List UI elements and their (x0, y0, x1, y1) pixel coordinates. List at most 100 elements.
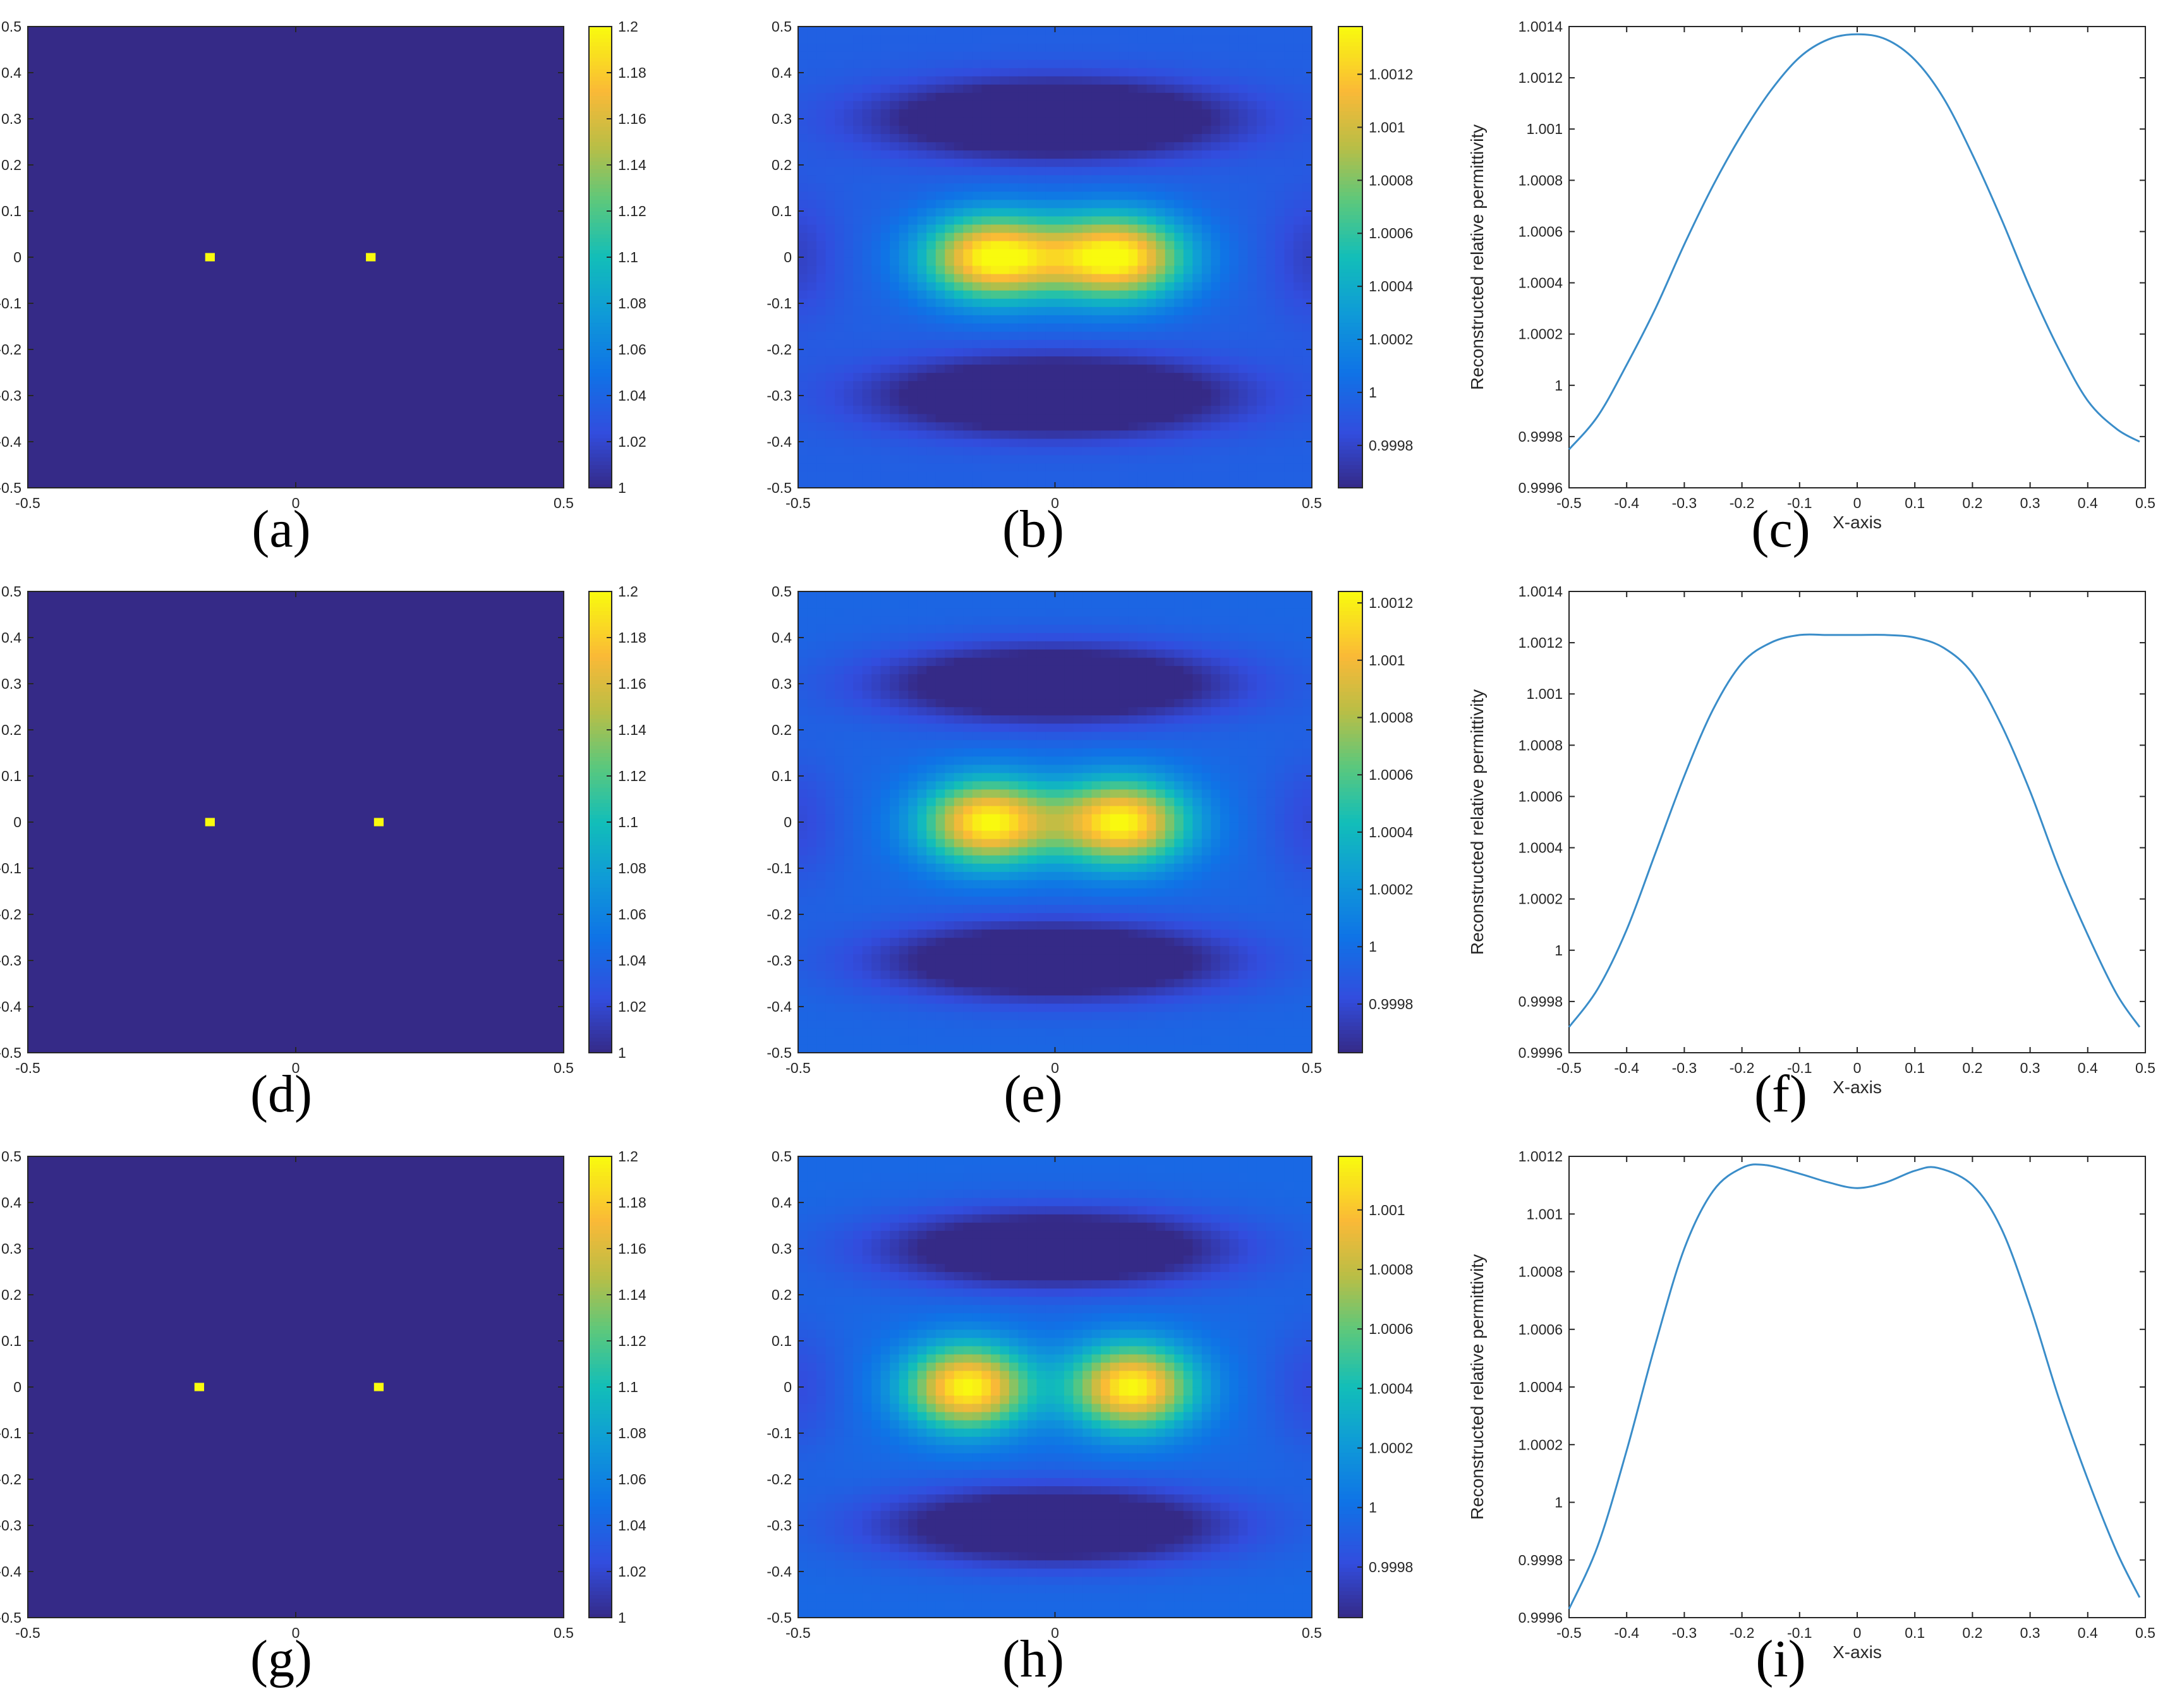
heatmap-cell (1064, 454, 1074, 464)
colorbar-swatch (589, 876, 612, 880)
heatmap-cell (990, 1011, 1000, 1021)
heatmap-cell (1284, 27, 1294, 35)
heatmap-cell (1302, 430, 1312, 439)
heatmap-cell (972, 995, 982, 1004)
heatmap-cell (880, 813, 890, 823)
heatmap-cell (954, 731, 964, 741)
heatmap-cell (981, 1044, 991, 1053)
heatmap-cell (1045, 290, 1056, 299)
heatmap-cell (1256, 290, 1267, 299)
colorbar-swatch (589, 849, 612, 854)
heatmap-cell (816, 962, 827, 971)
heatmap-cell (798, 306, 808, 315)
colorbar-swatch (1338, 73, 1362, 77)
heatmap-cell (981, 954, 991, 963)
heatmap-cell (1192, 298, 1203, 307)
heatmap-cell (816, 822, 827, 831)
heatmap-cell (1266, 27, 1276, 35)
heatmap-cell (981, 789, 991, 798)
heatmap-cell (1009, 35, 1019, 44)
heatmap-cell (1036, 76, 1046, 85)
heatmap-cell (1238, 380, 1248, 390)
heatmap-cell (908, 109, 918, 118)
heatmap-cell (963, 397, 973, 406)
heatmap-cell (1165, 215, 1175, 225)
heatmap-cell (1275, 405, 1285, 415)
heatmap-cell (1045, 397, 1056, 406)
colorbar-swatch (589, 42, 612, 47)
heatmap-cell (1018, 397, 1028, 406)
heatmap-cell (981, 356, 991, 365)
heatmap-cell (1247, 454, 1258, 464)
heatmap-cell (816, 813, 827, 823)
heatmap-cell (926, 863, 936, 872)
heatmap-cell (990, 454, 1000, 464)
heatmap-cell (1247, 207, 1258, 217)
heatmap-cell (844, 471, 854, 480)
heatmap-cell (890, 723, 900, 732)
heatmap-cell (981, 937, 991, 947)
heatmap-cell (807, 339, 817, 348)
heatmap-cell (899, 43, 909, 52)
heatmap-cell (816, 772, 827, 782)
heatmap-cell (1000, 479, 1010, 488)
heatmap-cell (853, 479, 863, 488)
heatmap-cell (1119, 43, 1129, 52)
heatmap-cell (899, 257, 909, 266)
heatmap-cell (862, 282, 872, 291)
heatmap-cell (853, 756, 863, 765)
heatmap-cell (1174, 290, 1184, 299)
heatmap-cell (954, 880, 964, 888)
heatmap-cell (844, 274, 854, 282)
heatmap-cell (1256, 274, 1267, 282)
heatmap-cell (853, 929, 863, 938)
heatmap-cell (935, 995, 945, 1004)
heatmap-cell (853, 822, 863, 831)
heatmap-cell (1211, 84, 1221, 93)
heatmap-cell (1201, 207, 1211, 217)
colorbar-swatch (1338, 169, 1362, 173)
heatmap-cell (1211, 331, 1221, 340)
heatmap-cell (935, 133, 945, 143)
heatmap-cell (1220, 240, 1230, 250)
heatmap-cell (862, 1003, 872, 1012)
heatmap-cell (926, 847, 936, 856)
heatmap-cell (1174, 421, 1184, 431)
heatmap-cell (1284, 405, 1294, 415)
heatmap-cell (1064, 397, 1074, 406)
heatmap-cell (1211, 306, 1221, 315)
heatmap-cell (1055, 348, 1065, 357)
heatmap-cell (1201, 298, 1211, 307)
heatmap-cell (990, 715, 1000, 724)
heatmap-cell (963, 315, 973, 324)
heatmap-cell (1156, 380, 1166, 390)
heatmap-cell (926, 888, 936, 897)
heatmap-cell (844, 929, 854, 938)
heatmap-cell (825, 421, 835, 431)
heatmap-cell (890, 207, 900, 217)
heatmap-cell (945, 331, 955, 340)
heatmap-cell (1055, 323, 1065, 332)
heatmap-cell (807, 839, 817, 847)
heatmap-cell (981, 608, 991, 617)
heatmap-cell (1220, 274, 1230, 282)
heatmap-cell (972, 224, 982, 233)
heatmap-cell (1229, 298, 1239, 307)
heatmap-cell (1238, 100, 1248, 109)
heatmap-cell (835, 142, 845, 151)
heatmap-cell (1302, 232, 1312, 241)
heatmap-cell (1238, 224, 1248, 233)
heatmap-cell (945, 68, 955, 76)
heatmap-cell (1293, 282, 1304, 291)
heatmap-cell (1174, 430, 1184, 439)
heatmap-cell (1165, 372, 1175, 382)
heatmap-cell (1220, 84, 1230, 93)
heatmap-cell (899, 380, 909, 390)
heatmap-cell (926, 158, 936, 167)
heatmap-cell (1137, 150, 1148, 159)
heatmap-cell (945, 35, 955, 44)
heatmap-cell (1101, 215, 1111, 225)
heatmap-cell (853, 945, 863, 955)
heatmap-cell (935, 51, 945, 60)
heatmap-cell (1201, 306, 1211, 315)
